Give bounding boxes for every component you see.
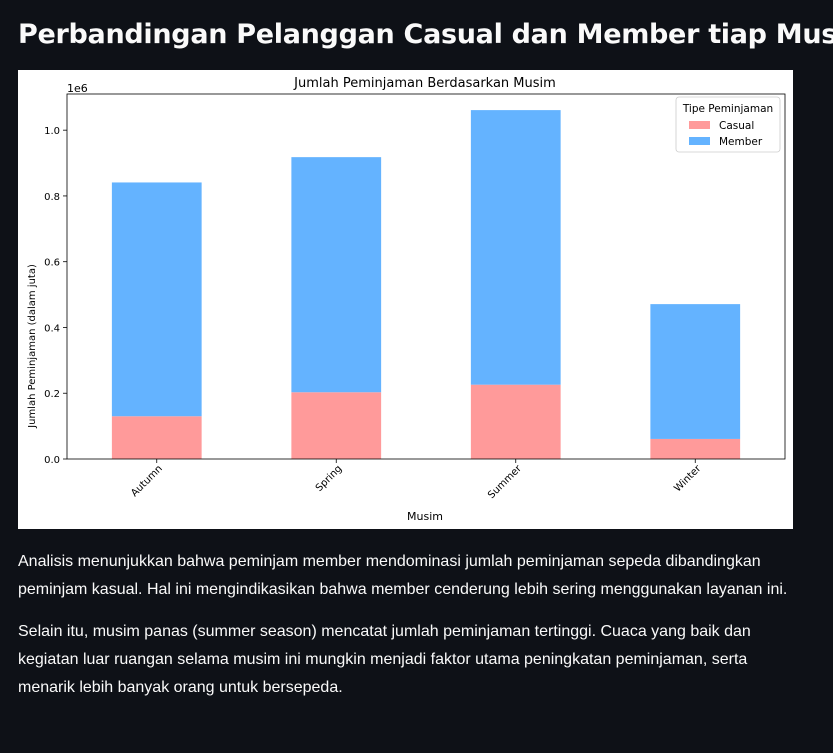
y-tick-label: 1.0 xyxy=(44,126,60,137)
y-axis-label: Jumlah Peminjaman (dalam juta) xyxy=(27,264,38,429)
y-tick-label: 0.2 xyxy=(44,389,60,400)
y-tick-label: 0.4 xyxy=(44,323,60,334)
chart-title: Jumlah Peminjaman Berdasarkan Musim xyxy=(293,76,556,91)
legend-swatch-member xyxy=(689,137,710,145)
y-tick-label: 0.8 xyxy=(44,192,60,203)
bars-layer xyxy=(111,110,741,459)
analysis-paragraph: Selain itu, musim panas (summer season) … xyxy=(18,623,751,696)
analysis-text: Analisis menunjukkan bahwa peminjam memb… xyxy=(18,548,808,716)
x-tick-label: Autumn xyxy=(129,463,165,499)
x-tick-label: Summer xyxy=(486,463,524,501)
chart-panel: Jumlah Peminjaman Berdasarkan Musim 1e6 … xyxy=(18,70,793,529)
legend-title: Tipe Peminjaman xyxy=(682,103,773,115)
legend-swatch-casual xyxy=(689,121,710,129)
bar-member-winter xyxy=(650,304,741,439)
bar-casual-summer xyxy=(470,384,561,459)
bar-member-spring xyxy=(291,157,382,393)
page-title: Perbandingan Pelanggan Casual dan Member… xyxy=(18,19,833,50)
analysis-paragraph: Analisis menunjukkan bahwa peminjam memb… xyxy=(18,553,788,598)
bar-casual-winter xyxy=(650,438,741,459)
x-tick-label: Spring xyxy=(314,463,345,494)
bar-casual-autumn xyxy=(111,416,202,459)
y-tick-label: 0.6 xyxy=(44,258,60,269)
x-axis-label: Musim xyxy=(407,510,443,523)
x-tick-label: Winter xyxy=(672,463,704,495)
bar-member-summer xyxy=(470,110,561,385)
bar-casual-spring xyxy=(291,392,382,459)
y-tick-label: 0.0 xyxy=(44,455,60,466)
plot-frame xyxy=(66,93,786,460)
legend-label-casual: Casual xyxy=(719,120,754,132)
bar-member-autumn xyxy=(111,182,202,417)
y-axis-offset-text: 1e6 xyxy=(67,82,88,95)
legend: Tipe Peminjaman Casual Member xyxy=(675,96,781,153)
stacked-bar-chart: Jumlah Peminjaman Berdasarkan Musim 1e6 … xyxy=(27,76,786,523)
legend-label-member: Member xyxy=(719,136,763,148)
